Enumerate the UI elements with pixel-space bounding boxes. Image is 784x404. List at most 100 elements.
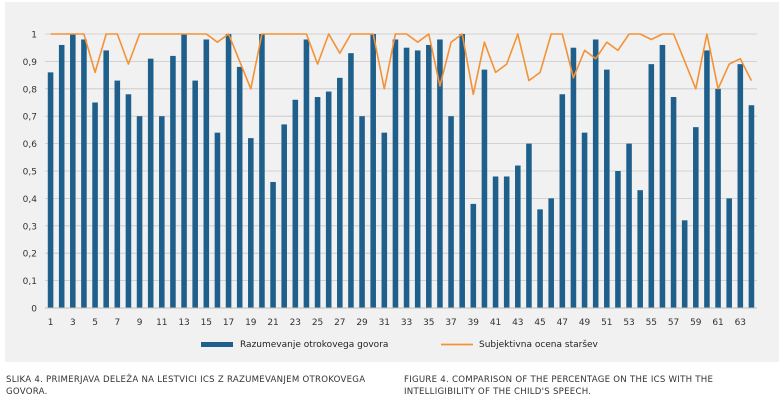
chart-panel: 0 0,1 0,2 0,3 0,4 0,5 0,6 0,7 0,8 0,9 1 1 3 5 7 9 11 13 15… <box>5 2 779 362</box>
bar <box>370 34 376 308</box>
bar <box>437 39 443 308</box>
bar <box>270 181 276 308</box>
bar <box>203 39 210 308</box>
bar <box>704 50 710 308</box>
bar <box>303 39 310 308</box>
y-tick-label: 0,3 <box>23 222 37 232</box>
legend-swatch-bars <box>201 342 233 347</box>
y-tick-label: 0,9 <box>23 58 38 68</box>
bar <box>348 53 354 309</box>
x-tick-label: 15 <box>201 318 212 328</box>
caption-english: FIGURE 4. COMPARISON OF THE PERCENTAGE O… <box>404 375 714 397</box>
bar <box>136 116 143 308</box>
bar <box>604 69 610 309</box>
bar <box>637 190 643 308</box>
bar <box>726 198 732 308</box>
x-tick-label: 61 <box>712 318 723 328</box>
bar <box>659 44 666 309</box>
bar <box>626 143 632 308</box>
bar <box>737 64 744 308</box>
bar <box>337 77 343 308</box>
bar <box>581 132 588 308</box>
line-series <box>50 33 753 96</box>
bar <box>47 72 54 308</box>
x-tick-label: 1 <box>48 318 54 328</box>
chart-area: 00,10,20,30,40,50,60,70,80,911 3 5 7 9 11 13 15… <box>23 31 757 350</box>
x-tick-label: 43 <box>512 318 523 328</box>
x-tick-label: 7 <box>114 318 120 328</box>
bar <box>592 39 599 308</box>
x-tick-label: 23 <box>290 318 301 328</box>
bar <box>693 127 699 308</box>
x-tick-label: 49 <box>579 318 591 328</box>
x-tick-label: 9 <box>137 318 143 328</box>
bar <box>570 47 577 308</box>
bar <box>292 99 299 308</box>
x-tick-label: 21 <box>267 318 278 328</box>
bar <box>92 102 98 308</box>
y-tick-label: 0,7 <box>23 113 37 123</box>
y-tick-label: 0,8 <box>23 85 38 95</box>
legend-label-line: Subjektivna ocena staršev <box>479 339 599 350</box>
bar <box>248 138 254 308</box>
y-tick-label: 0,1 <box>23 277 37 287</box>
x-tick-label: 17 <box>223 318 234 328</box>
bar <box>259 34 265 308</box>
bar <box>147 58 154 308</box>
bar <box>192 80 198 308</box>
x-tick-label: 31 <box>379 318 390 328</box>
bar <box>392 39 399 308</box>
bar <box>225 34 232 308</box>
bar <box>715 88 721 308</box>
x-tick-label: 53 <box>623 318 634 328</box>
x-tick-label: 45 <box>534 318 545 328</box>
bar <box>681 220 688 308</box>
x-tick-label: 27 <box>334 318 345 328</box>
x-tick-label: 35 <box>423 318 434 328</box>
bar <box>492 176 499 308</box>
bar <box>125 94 132 308</box>
x-tick-label: 5 <box>92 318 98 328</box>
x-tick-label: 55 <box>646 318 657 328</box>
bar <box>481 69 488 309</box>
x-tick-label: 25 <box>312 318 323 328</box>
bar <box>159 116 165 308</box>
bar <box>314 97 321 309</box>
bar <box>559 94 566 308</box>
x-tick-label: 3 <box>70 318 76 328</box>
bar <box>81 39 87 308</box>
x-tick-label: 29 <box>356 318 368 328</box>
x-tick-label: 59 <box>690 318 702 328</box>
bar <box>515 165 521 308</box>
x-tick-label: 63 <box>735 318 746 328</box>
y-tick-label: 0,4 <box>23 195 38 205</box>
bar <box>70 34 76 308</box>
y-tick-label: 0,5 <box>23 168 37 178</box>
bar <box>181 34 187 308</box>
x-tick-label: 11 <box>156 318 167 328</box>
bar <box>214 132 221 308</box>
bar <box>548 198 554 308</box>
bar <box>448 116 454 308</box>
x-tick-label: 33 <box>401 318 412 328</box>
bar <box>537 209 543 308</box>
bar <box>103 50 109 308</box>
x-tick-label: 13 <box>178 318 189 328</box>
y-tick-label: 0 <box>31 305 37 315</box>
y-tick-label: 0,2 <box>23 250 37 260</box>
y-tick-label: 0,6 <box>23 140 38 150</box>
bar <box>403 47 410 308</box>
legend-label-bars: Razumevanje otrokovega govora <box>240 340 388 350</box>
bar <box>648 64 655 308</box>
x-tick-label: 47 <box>557 318 568 328</box>
x-tick-label: 37 <box>445 318 456 328</box>
bar <box>426 44 432 309</box>
bar <box>414 50 421 308</box>
bar <box>381 132 388 308</box>
x-tick-label: 51 <box>601 318 612 328</box>
bar <box>459 34 465 308</box>
x-tick-label: 57 <box>668 318 679 328</box>
bar <box>325 91 332 308</box>
bar <box>526 143 532 308</box>
bar <box>470 203 477 308</box>
